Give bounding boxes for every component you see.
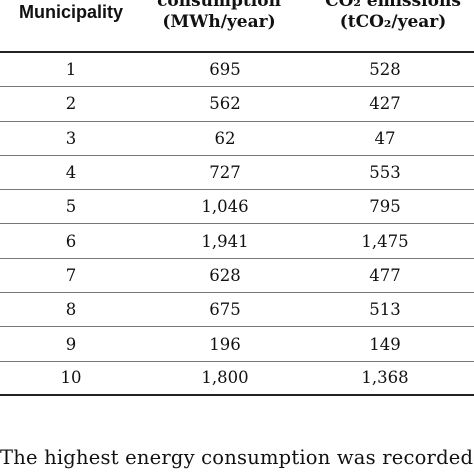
cell-consumption: 628 [209,265,241,285]
header-co2-emissions: CO₂ emissions (tCO₂/year) [308,0,474,33]
cell-consumption: 1,800 [201,368,249,388]
header-energy-line2: (MWh/year) [162,12,276,32]
cell-municipality: 7 [65,265,77,285]
cell-municipality: 2 [65,94,77,114]
body-text: The highest energy consumption was recor… [0,446,474,469]
table-body: 1 695 528 2 562 427 3 62 47 4 727 553 5 … [0,53,474,396]
table-row: 1 695 528 [0,53,474,88]
cell-municipality: 1 [65,60,77,80]
header-energy-line1: consumption [157,0,281,11]
table-row: 6 1,941 1,475 [0,224,474,259]
table-row: 2 562 427 [0,87,474,122]
cell-municipality: 3 [65,128,77,148]
cell-emissions: 47 [374,128,396,148]
cell-municipality: 4 [65,163,77,183]
cell-consumption: 727 [209,163,241,183]
cell-emissions: 427 [369,94,401,114]
header-energy-consumption: consumption (MWh/year) [148,0,290,33]
cell-emissions: 553 [369,163,401,183]
cell-consumption: 695 [209,60,241,80]
table-row: 10 1,800 1,368 [0,362,474,396]
table-row: 7 628 477 [0,259,474,294]
table-row: 8 675 513 [0,293,474,328]
cell-municipality: 5 [65,197,77,217]
header-municipality: Municipality [0,2,142,23]
cell-emissions: 1,475 [361,231,409,251]
cell-emissions: 528 [369,60,401,80]
header-municipality-label: Municipality [18,2,123,22]
cell-consumption: 1,941 [201,231,249,251]
table-row: 3 62 47 [0,122,474,156]
cell-emissions: 513 [369,300,401,320]
cell-municipality: 9 [65,334,77,354]
cell-emissions: 795 [369,197,401,217]
cell-municipality: 10 [60,368,82,388]
header-rule [0,51,474,53]
header-co2-line1: CO₂ emissions [325,0,461,11]
cell-municipality: 6 [65,231,77,251]
table-row: 9 196 149 [0,327,474,362]
header-co2-line2: (tCO₂/year) [339,12,447,32]
table-row: 4 727 553 [0,156,474,191]
cell-emissions: 149 [369,334,401,354]
cell-consumption: 196 [209,334,241,354]
cell-consumption: 1,046 [201,197,249,217]
cell-emissions: 1,368 [361,368,409,388]
table-row: 5 1,046 795 [0,190,474,225]
cell-municipality: 8 [65,300,77,320]
cell-emissions: 477 [369,265,401,285]
cell-consumption: 675 [209,300,241,320]
cell-consumption: 62 [214,128,236,148]
cell-consumption: 562 [209,94,241,114]
